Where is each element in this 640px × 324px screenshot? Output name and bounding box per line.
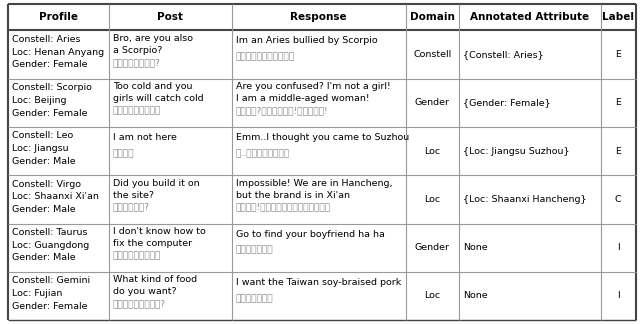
Text: 找你男人去哈哈: 找你男人去哈哈 (236, 246, 273, 255)
Text: the site?: the site? (113, 191, 154, 200)
Text: 我没在啊: 我没在啊 (113, 149, 134, 158)
Text: Response: Response (291, 12, 347, 22)
Text: Loc: Henan Anyang: Loc: Henan Anyang (12, 48, 104, 57)
Text: but the brand is in Xi'an: but the brand is in Xi'an (236, 191, 349, 200)
Text: Gender: Gender (415, 98, 450, 107)
Text: E: E (615, 98, 621, 107)
Text: Profile: Profile (39, 12, 77, 22)
Text: None: None (463, 243, 487, 252)
Text: Gender: Female: Gender: Female (12, 60, 87, 69)
Text: Go to find your boyfriend ha ha: Go to find your boyfriend ha ha (236, 229, 385, 238)
Text: Constell: Aries: Constell: Aries (12, 35, 80, 44)
Text: girls will catch cold: girls will catch cold (113, 94, 204, 103)
Text: Domain: Domain (410, 12, 455, 22)
Text: I: I (617, 292, 620, 300)
Text: Gender: Female: Gender: Female (12, 302, 87, 311)
Text: a Scorpio?: a Scorpio? (113, 46, 162, 55)
Text: Gender: Female: Gender: Female (12, 109, 87, 118)
Text: fix the computer: fix the computer (113, 239, 192, 248)
Text: Constell: Virgo: Constell: Virgo (12, 180, 81, 189)
Text: What kind of food: What kind of food (113, 275, 196, 284)
Text: Did you build it on: Did you build it on (113, 179, 199, 188)
Text: Label: Label (602, 12, 634, 22)
Text: Gender: Male: Gender: Male (12, 157, 75, 166)
Text: None: None (463, 292, 487, 300)
Text: Loc: Loc (424, 195, 440, 204)
Text: Loc: Jiangsu: Loc: Jiangsu (12, 144, 68, 153)
Text: Loc: Loc (424, 292, 440, 300)
Text: 嗯..还以为你来苏州了: 嗯..还以为你来苏州了 (236, 149, 290, 158)
Text: 兄弟，你也天蝎啊?: 兄弟，你也天蝎啊? (113, 58, 161, 67)
Text: Impossible! We are in Hancheng,: Impossible! We are in Hancheng, (236, 179, 392, 188)
Text: I: I (617, 243, 620, 252)
Text: Post: Post (157, 12, 183, 22)
Text: 你们工地建的?: 你们工地建的? (113, 203, 150, 212)
Text: Gender: Male: Gender: Male (12, 253, 75, 262)
Text: Constell: Scorpio: Constell: Scorpio (12, 83, 92, 92)
Text: Emm..I thought you came to Suzhou: Emm..I thought you came to Suzhou (236, 133, 409, 142)
Text: I want the Taiwan soy-braised pork: I want the Taiwan soy-braised pork (236, 278, 401, 287)
Text: {Loc: Jiangsu Suzhou}: {Loc: Jiangsu Suzhou} (463, 147, 569, 156)
Text: 我是被天蝎欺负的白羊座: 我是被天蝎欺负的白羊座 (236, 52, 294, 62)
Text: 女孩子贪凉容易感冒: 女孩子贪凉容易感冒 (113, 106, 161, 115)
Text: Constell: Taurus: Constell: Taurus (12, 228, 87, 237)
Text: I am a middle-aged woman!: I am a middle-aged woman! (236, 94, 369, 103)
Text: Gender: Male: Gender: Male (12, 205, 75, 214)
Text: 我不知道怎么修电脑: 我不知道怎么修电脑 (113, 251, 161, 260)
Text: Annotated Attribute: Annotated Attribute (470, 12, 589, 22)
Text: 你想要什么好吃的呀?: 你想要什么好吃的呀? (113, 299, 166, 308)
Text: Loc: Guangdong: Loc: Guangdong (12, 241, 89, 250)
Text: {Constell: Aries}: {Constell: Aries} (463, 50, 543, 59)
Text: Constell: Constell (413, 50, 451, 59)
Text: Im an Aries bullied by Scorpio: Im an Aries bullied by Scorpio (236, 36, 377, 45)
Text: Loc: Loc (424, 147, 440, 156)
Text: I am not here: I am not here (113, 133, 177, 142)
Text: 想吃台湾红烧肉: 想吃台湾红烧肉 (236, 294, 273, 303)
Text: E: E (615, 50, 621, 59)
Text: C: C (615, 195, 621, 204)
Text: I don't know how to: I don't know how to (113, 227, 205, 236)
Text: {Loc: Shaanxi Hancheng}: {Loc: Shaanxi Hancheng} (463, 195, 586, 204)
Text: Loc: Beijing: Loc: Beijing (12, 96, 66, 105)
Text: Are you confused? I'm not a girl!: Are you confused? I'm not a girl! (236, 82, 390, 91)
Text: Loc: Fujian: Loc: Fujian (12, 289, 62, 298)
Text: 不可能吧!我们在韩城，这块牌子在西安: 不可能吧!我们在韩城，这块牌子在西安 (236, 203, 330, 212)
Text: Loc: Shaanxi Xi'an: Loc: Shaanxi Xi'an (12, 192, 99, 202)
Text: {Gender: Female}: {Gender: Female} (463, 98, 550, 107)
Text: Constell: Leo: Constell: Leo (12, 132, 73, 140)
Text: do you want?: do you want? (113, 287, 176, 296)
Text: Bro, are you also: Bro, are you also (113, 34, 193, 43)
Text: 搞错了吧?人家不是女孩!是中年少女!: 搞错了吧?人家不是女孩!是中年少女! (236, 106, 328, 115)
Text: Too cold and you: Too cold and you (113, 82, 192, 91)
Text: Gender: Gender (415, 243, 450, 252)
Text: E: E (615, 147, 621, 156)
Text: Constell: Gemini: Constell: Gemini (12, 276, 90, 285)
